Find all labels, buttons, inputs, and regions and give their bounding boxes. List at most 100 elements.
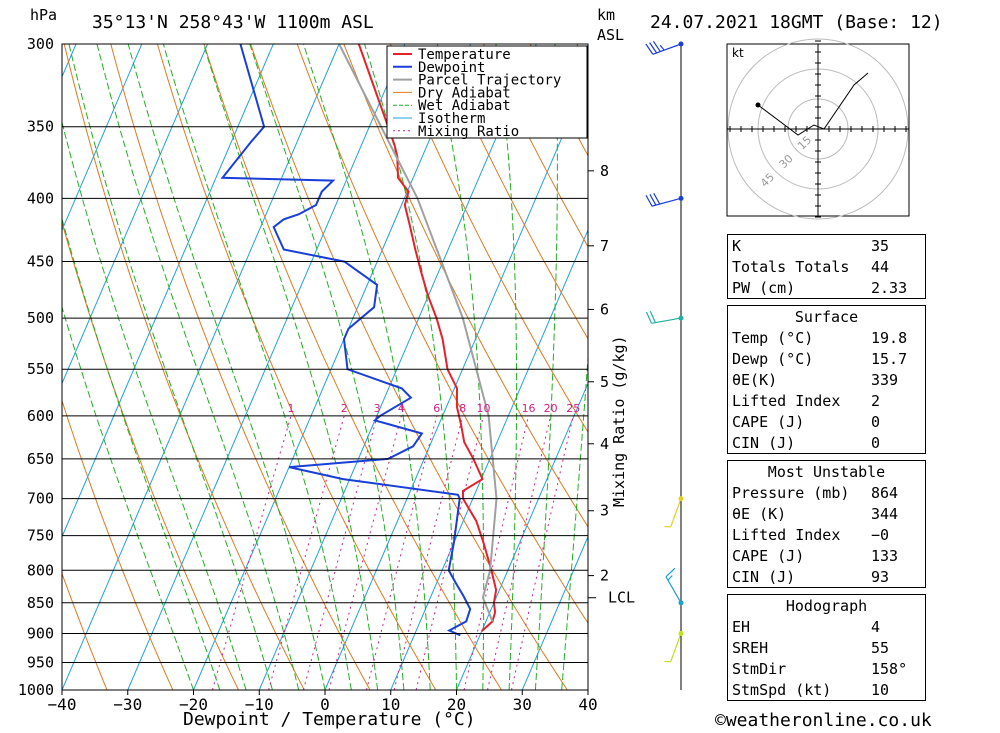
x-tick-label: −10: [245, 695, 274, 714]
dry-adiabat-line: [343, 44, 588, 528]
wind-barb-flag: [645, 311, 653, 324]
x-tick-label: 30: [513, 695, 532, 714]
mu-pressure-label: Pressure (mb): [732, 483, 850, 502]
mixing-ratio-label: 3: [374, 402, 381, 415]
legend-isotherm-label: Isotherm: [418, 111, 485, 127]
km-label: km: [597, 6, 616, 24]
most-unstable-table: Most Unstable Pressure (mb) 864 θE (K) 344…: [727, 460, 926, 588]
tt-value: 44: [871, 257, 890, 276]
dry-adiabat-line: [950, 44, 1000, 690]
mixing-ratio-label: 10: [476, 402, 490, 415]
wet-adiabat-line: [62, 120, 247, 690]
legend-dry-adiabat-label: Dry Adiabat: [418, 85, 511, 101]
mixing-ratio-label: 6: [433, 402, 440, 415]
wet-adiabat-line: [534, 44, 558, 690]
wind-barb-staff: [651, 197, 682, 207]
wind-barb-staff: [670, 498, 682, 528]
mixing-ratio-label: 8: [459, 402, 466, 415]
pressure-tick-label: 300: [27, 35, 54, 53]
pressure-tick-label: 600: [27, 407, 54, 425]
k-label: K: [732, 236, 742, 255]
wind-barb-flag: [649, 42, 658, 54]
dewpoint-trace: [220, 44, 472, 637]
dry-adiabat-line: [250, 44, 568, 690]
datetime: 24.07.2021 18GMT (Base: 12): [650, 12, 943, 33]
lcl-label: LCL: [608, 589, 635, 607]
wind-barb-flag: [665, 567, 676, 578]
km-tick-label: 5: [600, 373, 609, 391]
isotherm-line: [62, 44, 340, 690]
mixing-ratio-label: 1: [287, 402, 294, 415]
pressure-tick-label: 750: [27, 527, 54, 545]
surface-dewp-label: Dewp (°C): [732, 349, 814, 368]
x-tick-label: 20: [447, 695, 466, 714]
x-tick-label: −40: [48, 695, 77, 714]
wet-adiabat-line: [162, 44, 352, 690]
surface-table: Surface Temp (°C) 19.8 Dewp (°C) 15.7 θE(K…: [727, 305, 926, 454]
x-tick-label: 10: [381, 695, 400, 714]
mixing-ratio-label: 25: [566, 402, 580, 415]
hodograph-unit-label: kt: [732, 46, 744, 60]
indices-table: K 35 Totals Totals 44 PW (cm) 2.33: [727, 234, 926, 299]
hodograph-table: Hodograph EH 4 SREH 55 StmDir 158° StmSpd (…: [727, 594, 926, 701]
surface-theta-value: 339: [871, 370, 899, 389]
x-tick-label: −20: [179, 695, 208, 714]
km-tick-label: 8: [600, 162, 609, 180]
asl-label: ASL: [597, 26, 625, 44]
surface-cin-label: CIN (J): [732, 433, 796, 452]
wind-barb-staff: [651, 317, 682, 324]
surface-cin-value: 0: [871, 433, 881, 452]
x-tick-label: 0: [320, 695, 330, 714]
eh-value: 4: [871, 617, 881, 636]
surface-cape-label: CAPE (J): [732, 412, 805, 431]
mu-li-value: −0: [871, 525, 890, 544]
sreh-value: 55: [871, 638, 890, 657]
km-tick-label: 2: [600, 567, 609, 585]
isotherm-line: [390, 228, 588, 690]
mixing-ratio-label: 2: [341, 402, 348, 415]
wet-adiabat-line: [127, 44, 326, 690]
pressure-tick-label: 900: [27, 624, 54, 642]
isotherm-line: [62, 44, 143, 232]
mu-cape-label: CAPE (J): [732, 546, 805, 565]
stmdir-label: StmDir: [732, 659, 787, 678]
mixing-ratio-line: [463, 415, 530, 690]
wind-barb-flag: [645, 43, 654, 55]
wind-barb-flag: [667, 575, 673, 581]
surface-temp-label: Temp (°C): [732, 328, 814, 347]
eh-label: EH: [732, 617, 751, 636]
wind-barb-flag: [645, 195, 653, 207]
mixing-ratio-line: [211, 415, 292, 690]
surface-theta-label: θE(K): [732, 370, 778, 389]
dry-adiabat-line: [203, 44, 502, 690]
stmspd-label: StmSpd (kt): [732, 680, 832, 699]
pressure-tick-label: 1000: [18, 681, 54, 699]
isotherm-line: [456, 382, 588, 690]
mu-li-label: Lifted Index: [732, 525, 841, 544]
wet-adiabat-line: [364, 44, 457, 690]
pressure-tick-label: 550: [27, 360, 54, 378]
wet-adiabat-line: [68, 44, 273, 690]
wind-barb-staff: [652, 43, 682, 55]
stmdir-value: 158°: [871, 659, 908, 678]
dry-adiabat-line: [62, 399, 174, 690]
dry-adiabat-line: [436, 44, 588, 340]
isotherm-line: [521, 535, 588, 690]
pressure-tick-label: 700: [27, 490, 54, 508]
wind-barb-flag: [649, 311, 656, 323]
legend-dewpoint-label: Dewpoint: [418, 60, 485, 76]
tt-label: Totals Totals: [732, 257, 850, 276]
location-title: 35°13'N 258°43'W 1100m ASL: [92, 12, 374, 33]
x-tick-label: −30: [113, 695, 142, 714]
mixing-ratio-line: [511, 415, 574, 690]
pressure-tick-label: 650: [27, 450, 54, 468]
pressure-tick-label: 350: [27, 118, 54, 136]
mu-cin-value: 93: [871, 567, 890, 586]
mu-title: Most Unstable: [767, 462, 886, 481]
pressure-tick-label: 950: [27, 653, 54, 671]
dry-adiabat-line: [996, 44, 1000, 690]
hodograph-trace: [757, 72, 869, 136]
mu-theta-label: θE (K): [732, 504, 787, 523]
isotherm-line: [258, 44, 537, 690]
